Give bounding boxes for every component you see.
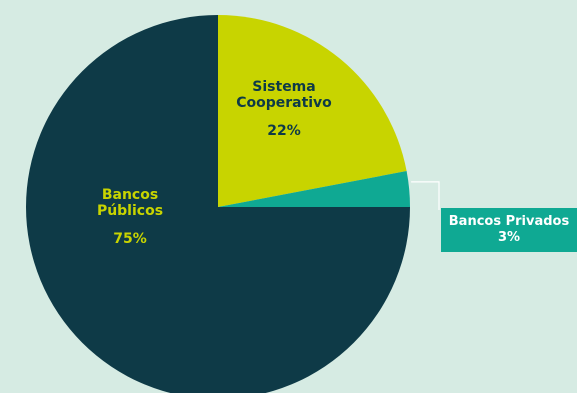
label-bancos-publicos-line1: Bancos — [101, 187, 159, 203]
label-bancos-publicos-value: 75% — [113, 231, 147, 247]
pie-slice-bancos-publicos — [26, 15, 410, 393]
label-sistema-cooperativo-line1: Sistema — [252, 79, 316, 95]
label-bancos-privados-value: 3% — [497, 230, 521, 245]
label-sistema-cooperativo-line2: Cooperativo — [236, 95, 332, 111]
pie-slice-sistema-cooperativo — [218, 15, 407, 207]
callout-bancos-privados: Bancos Privados 3% — [441, 208, 577, 252]
label-sistema-cooperativo: Sistema Cooperativo 22% — [214, 79, 354, 139]
label-sistema-cooperativo-value: 22% — [267, 123, 301, 139]
label-bancos-publicos-line2: Públicos — [96, 203, 164, 219]
label-bancos-privados-name: Bancos Privados — [448, 214, 570, 229]
callout-connector-line — [411, 181, 440, 210]
pie-slice-bancos-privados — [218, 171, 411, 207]
label-bancos-publicos: Bancos Públicos 75% — [60, 187, 200, 247]
